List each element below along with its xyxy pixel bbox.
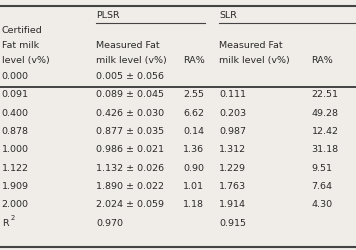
Text: 0.14: 0.14 <box>183 126 204 136</box>
Text: 7.64: 7.64 <box>312 181 333 190</box>
Text: 0.426 ± 0.030: 0.426 ± 0.030 <box>96 108 164 117</box>
Text: 1.890 ± 0.022: 1.890 ± 0.022 <box>96 181 164 190</box>
Text: 1.763: 1.763 <box>219 181 246 190</box>
Text: 22.51: 22.51 <box>312 90 339 99</box>
Text: 49.28: 49.28 <box>312 108 339 117</box>
Text: milk level (v%): milk level (v%) <box>219 56 290 64</box>
Text: 0.203: 0.203 <box>219 108 246 117</box>
Text: Measured Fat: Measured Fat <box>219 40 283 50</box>
Text: Fat milk: Fat milk <box>2 40 39 50</box>
Text: 1.909: 1.909 <box>2 181 29 190</box>
Text: 0.877 ± 0.035: 0.877 ± 0.035 <box>96 126 164 136</box>
Text: 2.55: 2.55 <box>183 90 204 99</box>
Text: 1.01: 1.01 <box>183 181 204 190</box>
Text: PLSR: PLSR <box>96 10 120 20</box>
Text: 0.986 ± 0.021: 0.986 ± 0.021 <box>96 145 164 154</box>
Text: 0.987: 0.987 <box>219 126 246 136</box>
Text: 1.312: 1.312 <box>219 145 246 154</box>
Text: 0.400: 0.400 <box>2 108 29 117</box>
Text: 1.229: 1.229 <box>219 163 246 172</box>
Text: SLR: SLR <box>219 10 237 20</box>
Text: 0.915: 0.915 <box>219 218 246 227</box>
Text: RA%: RA% <box>183 56 205 64</box>
Text: RA%: RA% <box>312 56 333 64</box>
Text: 12.42: 12.42 <box>312 126 339 136</box>
Text: 6.62: 6.62 <box>183 108 204 117</box>
Text: 1.122: 1.122 <box>2 163 29 172</box>
Text: 1.132 ± 0.026: 1.132 ± 0.026 <box>96 163 164 172</box>
Text: 2.000: 2.000 <box>2 200 29 208</box>
Text: 0.970: 0.970 <box>96 218 123 227</box>
Text: 1.000: 1.000 <box>2 145 29 154</box>
Text: 0.091: 0.091 <box>2 90 29 99</box>
Text: 0.90: 0.90 <box>183 163 204 172</box>
Text: 4.30: 4.30 <box>312 200 333 208</box>
Text: milk level (v%): milk level (v%) <box>96 56 167 64</box>
Text: Certified: Certified <box>2 26 42 35</box>
Text: 31.18: 31.18 <box>312 145 339 154</box>
Text: 0.089 ± 0.045: 0.089 ± 0.045 <box>96 90 164 99</box>
Text: R: R <box>2 218 9 227</box>
Text: level (v%): level (v%) <box>2 56 49 64</box>
Text: 0.005 ± 0.056: 0.005 ± 0.056 <box>96 72 164 81</box>
Text: 2: 2 <box>11 214 15 220</box>
Text: 1.18: 1.18 <box>183 200 204 208</box>
Text: 1.914: 1.914 <box>219 200 246 208</box>
Text: 9.51: 9.51 <box>312 163 333 172</box>
Text: Measured Fat: Measured Fat <box>96 40 160 50</box>
Text: 0.000: 0.000 <box>2 72 29 81</box>
Text: 0.111: 0.111 <box>219 90 246 99</box>
Text: 2.024 ± 0.059: 2.024 ± 0.059 <box>96 200 164 208</box>
Text: 0.878: 0.878 <box>2 126 29 136</box>
Text: 1.36: 1.36 <box>183 145 204 154</box>
